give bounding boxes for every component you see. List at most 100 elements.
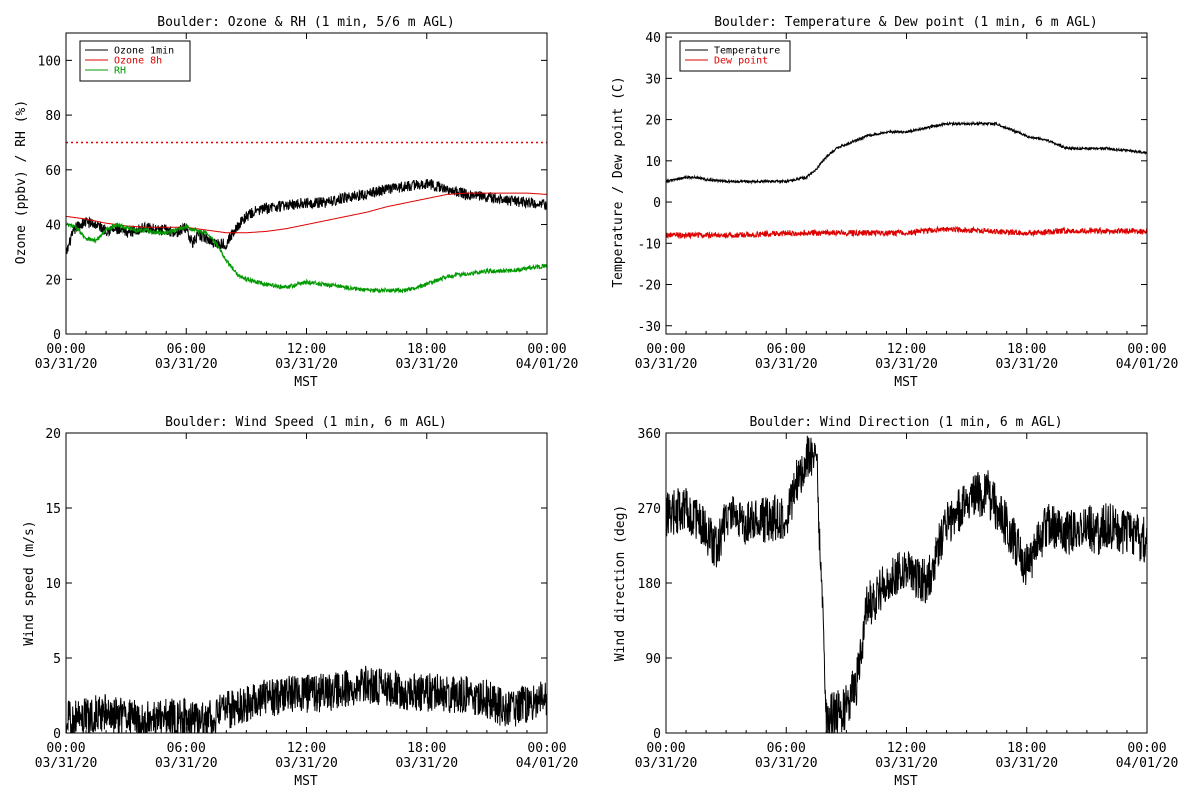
x-tick-label-time: 06:00 bbox=[767, 342, 806, 357]
x-tick-label-time: 18:00 bbox=[407, 342, 446, 357]
y-tick-label: 10 bbox=[645, 155, 661, 170]
y-tick-label: 10 bbox=[45, 577, 61, 592]
x-tick-label-time: 18:00 bbox=[1007, 342, 1046, 357]
y-axis-label: Ozone (ppbv) / RH (%) bbox=[14, 100, 29, 264]
panel-ozone-rh: Boulder: Ozone & RH (1 min, 5/6 m AGL) O… bbox=[14, 15, 578, 390]
x-axis-label: MST bbox=[894, 375, 918, 390]
x-axis-label: MST bbox=[894, 774, 918, 789]
y-tick-labels: 0 20 40 60 80 100 bbox=[38, 54, 547, 343]
x-tick-label-date: 03/31/20 bbox=[755, 357, 818, 372]
x-tick-label-time: 00:00 bbox=[1127, 741, 1166, 756]
x-tick-label-date: 03/31/20 bbox=[875, 756, 938, 771]
plot-lines bbox=[65, 141, 548, 294]
plot-frame bbox=[65, 32, 548, 335]
x-tick-label-time: 06:00 bbox=[167, 741, 206, 756]
x-tick-label-date: 03/31/20 bbox=[635, 756, 698, 771]
x-tick-label-time: 00:00 bbox=[46, 741, 85, 756]
x-tick-label-date: 03/31/20 bbox=[155, 756, 218, 771]
x-tick-label-date: 04/01/20 bbox=[516, 756, 579, 771]
y-tick-label: 0 bbox=[53, 727, 61, 742]
series-line-data bbox=[65, 665, 548, 735]
x-tick-label-date: 04/01/20 bbox=[1116, 756, 1179, 771]
x-tick-label-time: 12:00 bbox=[887, 342, 926, 357]
x-tick-label-date: 03/31/20 bbox=[35, 357, 98, 372]
y-tick-label: 360 bbox=[638, 427, 661, 442]
x-tick-label-time: 12:00 bbox=[287, 741, 326, 756]
x-tick-label-time: 00:00 bbox=[527, 741, 566, 756]
y-tick-label: 15 bbox=[45, 502, 61, 517]
plot-frame bbox=[665, 432, 1148, 734]
x-tick-label-date: 03/31/20 bbox=[635, 357, 698, 372]
plot-frame bbox=[65, 432, 548, 734]
x-tick-label-time: 12:00 bbox=[287, 342, 326, 357]
x-tick-label-time: 18:00 bbox=[1007, 741, 1046, 756]
y-tick-label: -30 bbox=[638, 320, 661, 335]
x-tick-label-date: 03/31/20 bbox=[275, 357, 338, 372]
x-tick-label-time: 12:00 bbox=[887, 741, 926, 756]
y-tick-label: 0 bbox=[653, 196, 661, 211]
x-tick-label-date: 03/31/20 bbox=[395, 756, 458, 771]
legend-label: Ozone 8h bbox=[114, 56, 162, 67]
legend-label: RH bbox=[114, 66, 126, 77]
legend-box bbox=[79, 40, 191, 82]
x-tick-label-date: 03/31/20 bbox=[275, 756, 338, 771]
panel-wind-direction: Boulder: Wind Direction (1 min, 6 m AGL)… bbox=[613, 415, 1178, 789]
series-line-dew-point bbox=[665, 225, 1148, 240]
panel-wind-speed: Boulder: Wind Speed (1 min, 6 m AGL) Win… bbox=[22, 415, 578, 789]
x-tick-label-date: 03/31/20 bbox=[35, 756, 98, 771]
x-tick-label-date: 03/31/20 bbox=[875, 357, 938, 372]
x-tick-label-time: 06:00 bbox=[767, 741, 806, 756]
x-tick-label-date: 03/31/20 bbox=[155, 357, 218, 372]
series-line-ozone-1min bbox=[65, 179, 548, 254]
x-tick-label-time: 06:00 bbox=[167, 342, 206, 357]
x-tick-label-time: 18:00 bbox=[407, 741, 446, 756]
series-line-rh bbox=[65, 222, 548, 294]
plot-lines bbox=[65, 665, 548, 735]
chart-title: Boulder: Ozone & RH (1 min, 5/6 m AGL) bbox=[157, 15, 454, 30]
y-tick-label: 180 bbox=[638, 577, 661, 592]
x-tick-label-time: 00:00 bbox=[1127, 342, 1166, 357]
y-tick-label: -20 bbox=[638, 279, 661, 294]
x-tick-label-date: 03/31/20 bbox=[995, 756, 1058, 771]
x-tick-labels: 00:0003/31/2006:0003/31/2012:0003/31/201… bbox=[35, 33, 579, 372]
y-tick-label: 30 bbox=[645, 72, 661, 87]
plot-frame bbox=[665, 32, 1148, 335]
panel-temperature-dewpoint: Boulder: Temperature & Dew point (1 min,… bbox=[611, 15, 1178, 390]
x-tick-labels: 00:0003/31/2006:0003/31/2012:0003/31/201… bbox=[635, 33, 1179, 372]
y-axis-label: Wind direction (deg) bbox=[613, 505, 628, 662]
x-tick-label-date: 04/01/20 bbox=[516, 357, 579, 372]
x-tick-labels: 00:0003/31/2006:0003/31/2012:0003/31/201… bbox=[635, 433, 1179, 771]
y-tick-label: 0 bbox=[653, 727, 661, 742]
y-tick-label: 40 bbox=[45, 219, 61, 234]
y-tick-label: 5 bbox=[53, 652, 61, 667]
series-line-data bbox=[665, 435, 1148, 734]
x-tick-label-date: 03/31/20 bbox=[395, 357, 458, 372]
y-tick-labels: -30 -20 -10 0 10 20 30 40 bbox=[638, 31, 1147, 335]
x-tick-label-time: 00:00 bbox=[646, 741, 685, 756]
series-line-temperature bbox=[665, 120, 1148, 185]
chart-title: Boulder: Wind Direction (1 min, 6 m AGL) bbox=[749, 415, 1062, 430]
x-tick-label-time: 00:00 bbox=[646, 342, 685, 357]
y-tick-label: 90 bbox=[645, 652, 661, 667]
x-axis-label: MST bbox=[294, 774, 318, 789]
y-tick-label: 80 bbox=[45, 109, 61, 124]
y-tick-label: 270 bbox=[638, 502, 661, 517]
y-tick-label: 20 bbox=[45, 427, 61, 442]
x-tick-label-date: 03/31/20 bbox=[755, 756, 818, 771]
legend-label: Dew point bbox=[714, 56, 768, 67]
legend-box bbox=[679, 40, 791, 72]
y-tick-label: 100 bbox=[38, 54, 61, 69]
x-tick-label-date: 04/01/20 bbox=[1116, 357, 1179, 372]
plot-lines bbox=[665, 435, 1148, 734]
x-tick-label-date: 03/31/20 bbox=[995, 357, 1058, 372]
legend-label: Temperature bbox=[714, 46, 780, 57]
y-tick-label: 60 bbox=[45, 164, 61, 179]
y-tick-label: 20 bbox=[45, 273, 61, 288]
y-tick-labels: 0 5 10 15 20 bbox=[45, 427, 547, 742]
x-tick-label-time: 00:00 bbox=[527, 342, 566, 357]
y-tick-label: 0 bbox=[53, 328, 61, 343]
x-axis-label: MST bbox=[294, 375, 318, 390]
